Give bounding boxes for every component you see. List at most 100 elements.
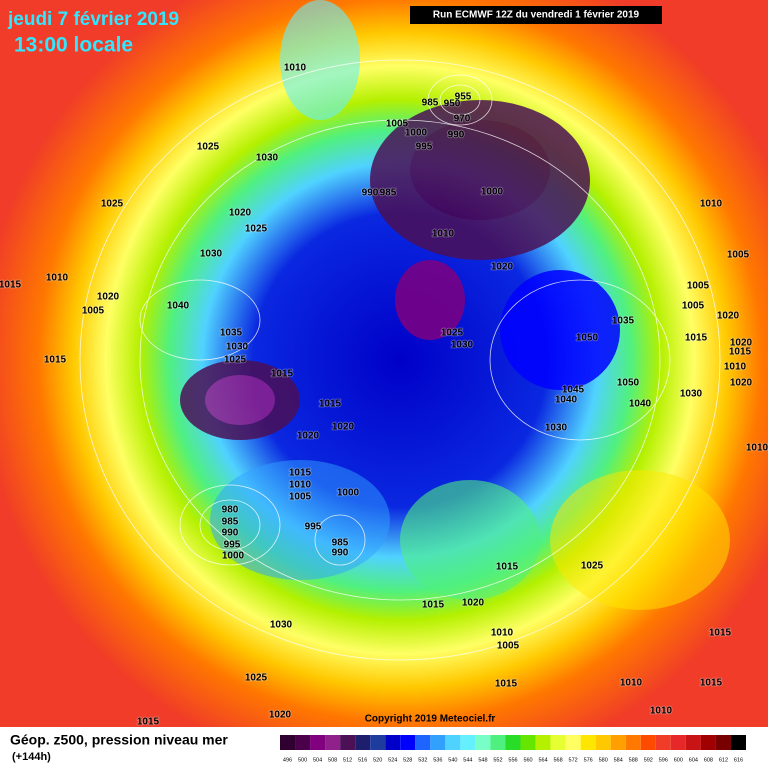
isobar-label: 1015 (44, 355, 67, 366)
colorbar-label: 584 (614, 757, 623, 763)
isobar-label: 1020 (717, 311, 740, 322)
isobar-label: 1025 (441, 328, 464, 339)
colorbar-label: 604 (689, 757, 698, 763)
colorbar: 496 500 504 508 512 516 520 524 528 532 536 540 544 5… (280, 735, 746, 763)
isobar-label: 1010 (46, 273, 69, 284)
isobar-label: 1015 (289, 468, 312, 479)
colorbar-swatch (430, 735, 446, 750)
isobar-label: 1010 (289, 480, 312, 491)
colorbar-label: 616 (734, 757, 743, 763)
colorbar-swatch (370, 735, 386, 750)
colorbar-label: 564 (538, 757, 547, 763)
colorbar-swatch (685, 735, 701, 750)
run-info: Run ECMWF 12Z du vendredi 1 février 2019 (433, 10, 640, 21)
isobar-label: 1010 (724, 362, 747, 373)
isobar-label: 1040 (167, 301, 190, 312)
colorbar-label: 512 (343, 757, 352, 763)
colorbar-label: 516 (358, 757, 367, 763)
isobar-label: 1035 (612, 316, 635, 327)
colorbar-swatch (535, 735, 551, 750)
colorbar-label: 568 (554, 757, 563, 763)
colorbar-label: 544 (463, 757, 472, 763)
isobar-label: 1000 (337, 488, 360, 499)
isobar-label: 1020 (730, 378, 753, 389)
isobar-label: 1050 (576, 333, 599, 344)
isobar-label: 1000 (405, 128, 428, 139)
colorbar-label: 520 (373, 757, 382, 763)
time: 13:00 locale (14, 34, 133, 57)
colorbar-label: 504 (313, 757, 322, 763)
colorbar-swatch (625, 735, 641, 750)
isobar-label: 995 (224, 540, 241, 551)
isobar-label: 980 (222, 505, 239, 516)
colorbar-swatch (385, 735, 401, 750)
isobar-label: 1020 (269, 710, 292, 721)
isobar-label: 1015 (271, 369, 294, 380)
colorbar-swatch (700, 735, 716, 750)
colorbar-label: 612 (719, 757, 728, 763)
isobar-label: 1005 (289, 492, 312, 503)
colorbar-swatch (595, 735, 611, 750)
isobar-label: 985 (422, 98, 439, 109)
colorbar-swatch (340, 735, 356, 750)
colorbar-swatch (280, 735, 296, 750)
isobar-label: 1010 (491, 628, 514, 639)
colorbar-swatch (640, 735, 656, 750)
isobar-label: 1020 (491, 262, 514, 273)
isobar-label: 1000 (481, 187, 504, 198)
colorbar-swatch (610, 735, 626, 750)
isobar-label: 990 (222, 528, 239, 539)
isobar-label: 1010 (284, 63, 307, 74)
isobar-label: 1015 (709, 628, 732, 639)
isobar-label: 1020 (462, 598, 485, 609)
colorbar-swatch (400, 735, 416, 750)
colorbar-swatch (580, 735, 596, 750)
colorbar-swatch (550, 735, 566, 750)
isobar-label: 1030 (256, 153, 279, 164)
isobar-label: 1010 (700, 199, 723, 210)
isobar-label: 1015 (137, 717, 160, 728)
colorbar-label: 608 (704, 757, 713, 763)
colorbar-swatch (655, 735, 671, 750)
colorbar-label: 560 (523, 757, 532, 763)
colorbar-label: 528 (403, 757, 412, 763)
isobar-label: 950 (444, 99, 461, 110)
isobar-label: 1015 (700, 678, 723, 689)
isobar-label: 990 (448, 130, 465, 141)
colorbar-label: 548 (478, 757, 487, 763)
isobar-labels: 1010102510301025102010251030101010151020… (0, 62, 768, 729)
isobar-label: 1015 (422, 600, 445, 611)
colorbar-label: 524 (388, 757, 397, 763)
isobar-label: 1005 (727, 250, 750, 261)
lead-time: (+144h) (12, 751, 51, 763)
colorbar-swatch (355, 735, 371, 750)
colorbar-label: 576 (584, 757, 593, 763)
colorbar-swatch (730, 735, 746, 750)
isobar-label: 1030 (270, 620, 293, 631)
colorbar-label: 500 (298, 757, 307, 763)
colorbar-label: 508 (328, 757, 337, 763)
isobar-label: 1005 (386, 119, 409, 130)
isobar-label: 1025 (224, 355, 247, 366)
copyright: Copyright 2019 Meteociel.fr (365, 714, 496, 725)
colorbar-swatch (520, 735, 536, 750)
isobar-label: 1015 (496, 562, 519, 573)
colorbar-swatch (295, 735, 311, 750)
isobar-label: 1025 (581, 561, 604, 572)
isobar-label: 1005 (82, 306, 105, 317)
colorbar-swatch (670, 735, 686, 750)
colorbar-swatch (310, 735, 326, 750)
isobar-label: 985 (332, 538, 349, 549)
isobar-label: 1010 (432, 229, 455, 240)
isobar-label: 1015 (685, 333, 708, 344)
isobar-label: 1010 (746, 443, 768, 454)
isobar-label: 1035 (220, 328, 243, 339)
colorbar-label: 572 (569, 757, 578, 763)
isobar-label: 1030 (545, 423, 568, 434)
legend-title: Géop. z500, pression niveau mer (10, 732, 228, 748)
colorbar-swatch (715, 735, 731, 750)
isobar-label: 1025 (245, 224, 268, 235)
colorbar-swatch (475, 735, 491, 750)
isobar-label: 1020 (297, 431, 320, 442)
isobar-label: 1015 (495, 679, 518, 690)
